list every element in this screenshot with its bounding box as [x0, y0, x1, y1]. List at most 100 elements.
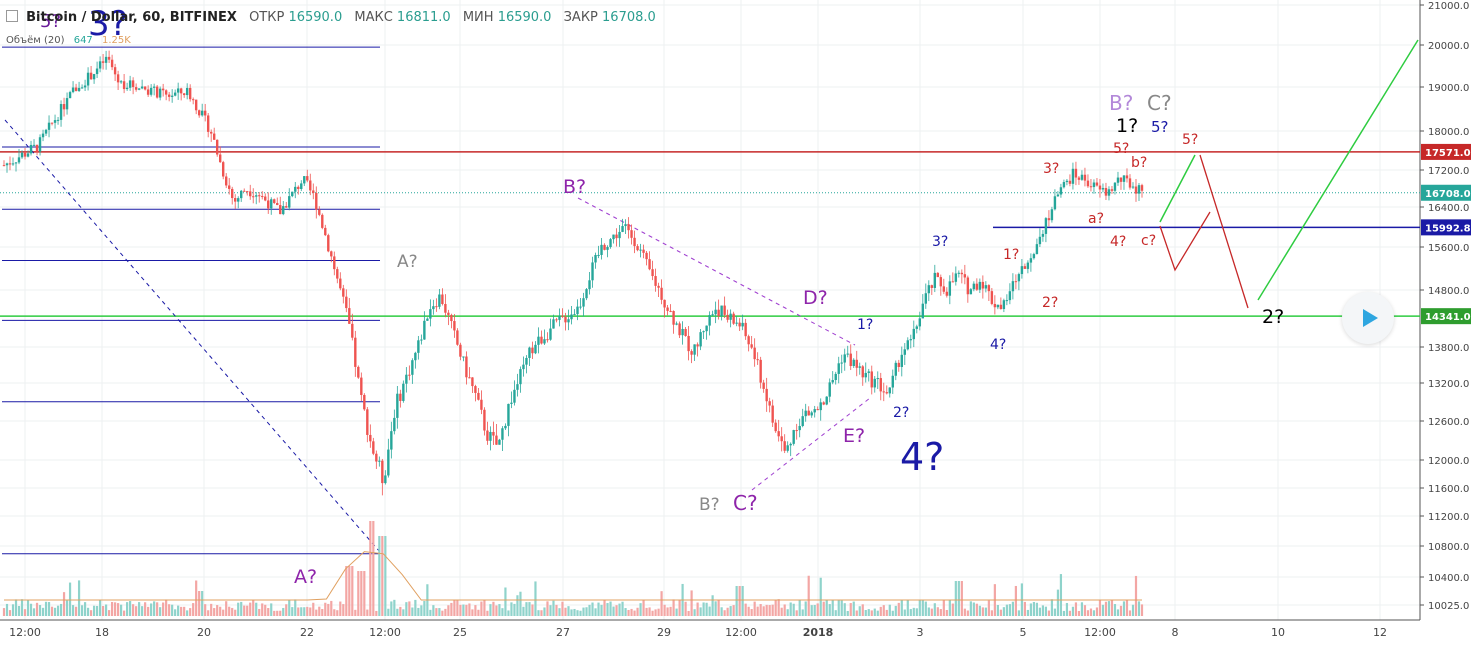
- collapse-icon[interactable]: [6, 10, 18, 22]
- volume-bar: [459, 604, 462, 616]
- volume-bar: [636, 607, 639, 616]
- volume-bar: [654, 609, 657, 616]
- candle-body: [38, 137, 42, 152]
- volume-bar: [50, 606, 54, 616]
- candle-body: [1137, 185, 1141, 194]
- candle-body: [546, 339, 549, 341]
- volume-bar: [522, 606, 525, 616]
- volume-bar: [17, 605, 21, 616]
- candle-body: [777, 431, 780, 437]
- candle-body: [50, 122, 54, 124]
- projection-up-green: [1159, 154, 1196, 223]
- volume-bar: [11, 604, 15, 616]
- volume-bar: [285, 604, 288, 616]
- candle-body: [131, 80, 135, 88]
- candle-body: [200, 110, 204, 116]
- volume-bar: [8, 610, 12, 616]
- volume-bar: [165, 599, 168, 616]
- candle-body: [540, 336, 543, 344]
- volume-bar: [861, 604, 864, 616]
- candle-body: [366, 409, 369, 435]
- wave-label: 2?: [1042, 295, 1058, 311]
- candle-body: [702, 331, 705, 333]
- chart-header: Bitcoin / Dollar, 60, BITFINEX ОТКР 1659…: [6, 10, 656, 25]
- volume-bar: [56, 605, 60, 616]
- candle-body: [933, 272, 937, 288]
- volume-bar: [942, 600, 945, 616]
- candle-body: [528, 347, 531, 358]
- candle-body: [495, 435, 498, 445]
- candle-body: [975, 283, 979, 290]
- volume-bar: [657, 608, 660, 616]
- volume-bar: [336, 610, 339, 616]
- price-badge: [1421, 143, 1471, 160]
- volume-bar: [237, 602, 240, 616]
- volume-bar: [963, 608, 966, 616]
- volume-bar: [104, 604, 108, 616]
- candle-body: [203, 110, 207, 116]
- candle-body: [780, 436, 783, 442]
- candle-body: [501, 428, 504, 440]
- candle-body: [297, 186, 300, 190]
- volume-bar: [735, 586, 738, 616]
- volume-bar: [1116, 609, 1120, 616]
- volume-bar: [594, 608, 597, 616]
- candle-body: [1092, 182, 1096, 188]
- candle-body: [170, 95, 174, 97]
- volume-bar: [71, 605, 75, 616]
- candle-body: [390, 431, 393, 450]
- candle-body: [1065, 180, 1069, 183]
- volume-bar: [555, 604, 558, 616]
- volume-bar: [294, 599, 297, 616]
- volume-bar: [663, 604, 666, 616]
- candle-body: [158, 88, 162, 98]
- candle-body: [594, 254, 597, 263]
- volume-bar: [120, 604, 123, 616]
- volume-bar: [312, 602, 315, 616]
- volume-bar: [74, 606, 78, 616]
- volume-bar: [234, 609, 237, 616]
- play-button[interactable]: [1342, 292, 1394, 344]
- volume-bar: [462, 604, 465, 616]
- candle-body: [17, 157, 21, 163]
- candle-body: [543, 339, 546, 344]
- candle-body: [738, 322, 741, 327]
- candle-body: [1038, 236, 1042, 245]
- volume-bar: [816, 603, 819, 616]
- candle-body: [927, 285, 931, 294]
- candle-body: [687, 335, 690, 352]
- candle-body: [146, 89, 150, 95]
- candle-body: [26, 153, 30, 157]
- candle-body: [182, 93, 186, 96]
- symbol-title[interactable]: Bitcoin / Dollar, 60, BITFINEX: [26, 10, 237, 25]
- volume-bar: [465, 604, 468, 616]
- candle-body: [1035, 244, 1039, 255]
- candle-body: [408, 374, 411, 376]
- candle-body: [558, 315, 561, 320]
- candle-body: [507, 403, 510, 426]
- volume-bar: [38, 605, 42, 616]
- volume-bar: [783, 604, 786, 616]
- candle-body: [762, 382, 765, 389]
- price-tick-label: 17200.0: [1428, 166, 1469, 177]
- trendline-dashed: [4, 119, 381, 553]
- volume-bar: [804, 601, 807, 616]
- projection-long-green: [1257, 39, 1419, 301]
- volume-bar: [981, 607, 984, 616]
- time-tick-label: 22: [300, 626, 314, 639]
- volume-bar: [32, 608, 36, 616]
- time-tick-label: 27: [556, 626, 570, 639]
- volume-bar: [1002, 607, 1005, 616]
- wave-label: a?: [1088, 211, 1104, 227]
- candle-body: [534, 344, 537, 354]
- candle-body: [804, 410, 807, 417]
- volume-bar: [35, 602, 39, 616]
- candle-body: [384, 475, 387, 484]
- volume-bar: [183, 606, 186, 616]
- volume-bar: [423, 601, 426, 616]
- volume-bar: [837, 600, 840, 616]
- candle-body: [504, 425, 507, 429]
- candle-body: [294, 186, 297, 192]
- volume-bar: [228, 606, 231, 616]
